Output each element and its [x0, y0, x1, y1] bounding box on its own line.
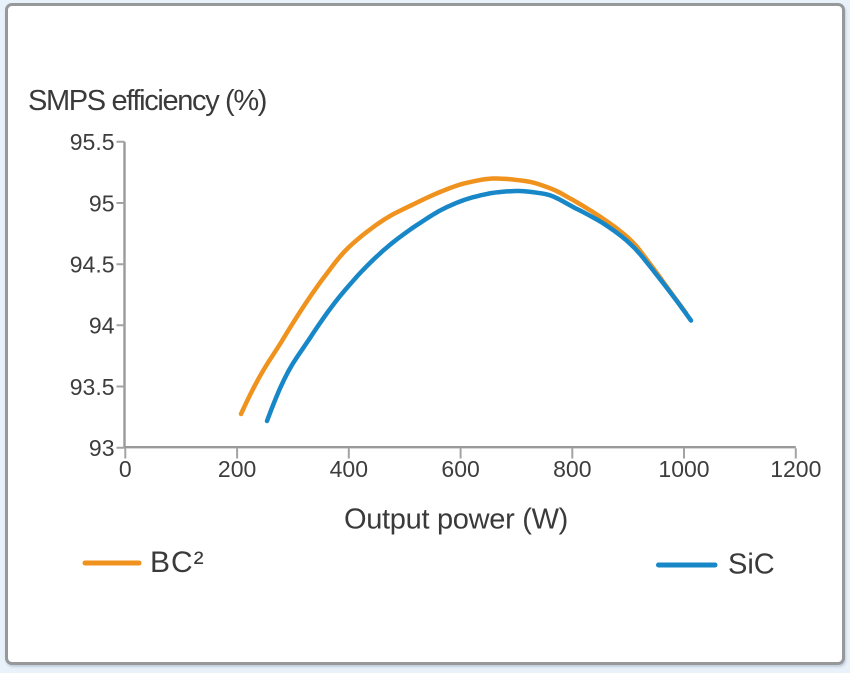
svg-text:95.5: 95.5	[70, 129, 115, 155]
svg-text:400: 400	[330, 456, 368, 482]
svg-text:93.5: 93.5	[70, 374, 115, 400]
svg-text:95: 95	[89, 190, 115, 216]
svg-text:94.5: 94.5	[70, 252, 115, 278]
svg-text:SMPS efficiency (%): SMPS efficiency (%)	[28, 85, 266, 117]
svg-text:800: 800	[553, 456, 591, 482]
svg-text:SiC: SiC	[728, 549, 775, 581]
svg-text:600: 600	[441, 456, 479, 482]
svg-text:0: 0	[119, 456, 132, 482]
svg-text:200: 200	[218, 456, 256, 482]
svg-text:1200: 1200	[770, 456, 821, 482]
svg-text:BC²: BC²	[150, 546, 205, 579]
svg-text:1000: 1000	[658, 456, 709, 482]
svg-text:Output power (W): Output power (W)	[344, 504, 568, 536]
svg-text:93: 93	[89, 435, 115, 461]
svg-text:94: 94	[89, 313, 115, 339]
